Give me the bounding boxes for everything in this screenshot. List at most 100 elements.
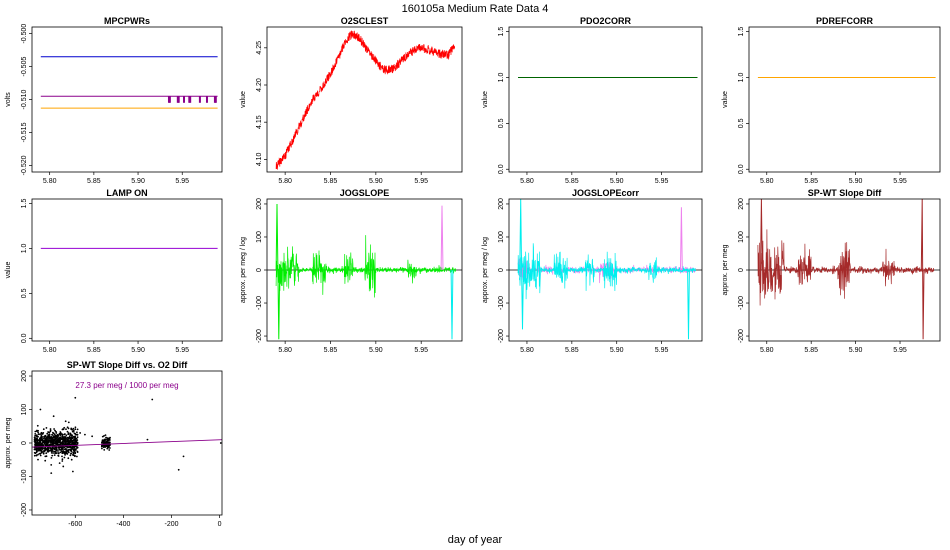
scatter-point <box>58 446 60 449</box>
x-tick-label: 5.85 <box>804 347 818 354</box>
x-tick-label: 5.90 <box>849 347 863 354</box>
y-axis-label: value <box>240 91 247 108</box>
scatter-point <box>71 440 74 443</box>
scatter-point <box>65 434 68 437</box>
plot-area <box>267 203 462 340</box>
x-tick-label: 5.85 <box>87 347 101 354</box>
scatter-point <box>47 441 50 444</box>
x-tick-label: 5.90 <box>610 347 624 354</box>
scatter-point <box>61 433 64 436</box>
x-tick-label: 5.90 <box>131 178 145 185</box>
scatter-point <box>70 434 73 437</box>
scatter-point <box>101 440 104 443</box>
y-tick-label: 4.25 <box>256 41 263 55</box>
scatter-point <box>33 440 36 442</box>
scatter-point <box>66 426 69 429</box>
x-tick-label: 5.95 <box>655 347 669 354</box>
scatter-point <box>63 448 66 451</box>
scatter-point <box>67 440 70 442</box>
scatter-point <box>65 440 67 442</box>
panel-lampon: LAMP ON value 5.80 5.85 5.90 5.95 0.0 0.5 1.0 1.5 <box>5 188 223 354</box>
scatter-point <box>57 452 60 455</box>
scatter-point <box>37 453 39 456</box>
scatter-point <box>39 454 42 457</box>
scatter-point <box>58 462 61 464</box>
scatter-point <box>59 431 62 433</box>
scatter-point <box>45 427 48 429</box>
scatter-point <box>76 455 78 458</box>
scatter-point <box>34 433 37 435</box>
y-tick-label: 0.0 <box>498 164 505 174</box>
y-tick-label: -100 <box>498 296 505 310</box>
x-tick-label: 5.95 <box>175 347 189 354</box>
panels: MPCPWRs volts 5.80 5.85 5.90 5.95 -0.520 -0.515… <box>5 16 941 528</box>
y-tick-label: -0.515 <box>21 122 28 142</box>
y-axis-label: approx. per meg <box>722 244 729 295</box>
scatter-point <box>41 439 44 442</box>
scatter-point <box>40 437 43 440</box>
scatter-point <box>74 426 77 429</box>
scatter-point <box>43 449 45 452</box>
scatter-point <box>35 448 37 451</box>
scatter-point <box>35 451 38 454</box>
scatter-point <box>67 441 70 444</box>
x-tick-label: -400 <box>116 521 130 528</box>
series-line-3 <box>680 207 683 271</box>
scatter-point <box>49 429 52 432</box>
scatter-point <box>54 436 56 439</box>
x-tick-label: 5.80 <box>520 178 534 185</box>
scatter-point <box>108 449 111 451</box>
scatter-point <box>55 442 58 445</box>
plot-frame <box>508 198 703 342</box>
y-tick-label: 4.20 <box>256 78 263 92</box>
scatter-point <box>57 443 60 446</box>
scatter-point <box>76 451 79 453</box>
scatter-point <box>60 450 63 453</box>
scatter-point <box>52 439 55 441</box>
series-line-2 <box>450 269 454 340</box>
scatter-point <box>63 426 66 429</box>
scatter-point <box>61 435 64 437</box>
plot-area <box>749 199 940 340</box>
panel-mpcpwrs: MPCPWRs volts 5.80 5.85 5.90 5.95 -0.520 -0.515… <box>5 16 223 185</box>
panel-title: LAMP ON <box>106 188 147 198</box>
scatter-point <box>76 434 78 436</box>
scatter-point <box>69 438 71 440</box>
y-tick-label: -100 <box>738 296 745 310</box>
scatter-point <box>56 443 58 446</box>
x-tick-label: 5.95 <box>893 178 907 185</box>
fit-annotation: 27.3 per meg / 1000 per meg <box>75 381 178 390</box>
scatter-point <box>33 454 36 457</box>
panel-title: O2SCLEST <box>341 16 389 26</box>
scatter-point <box>66 449 68 452</box>
scatter-point <box>39 408 42 411</box>
panel-title: MPCPWRs <box>104 16 150 26</box>
scatter-point <box>37 435 39 438</box>
y-tick-label: 1.0 <box>738 73 745 83</box>
scatter-point <box>72 451 74 454</box>
scatter-point <box>50 441 53 444</box>
scatter-point <box>61 455 63 458</box>
plot-area <box>40 56 218 109</box>
scatter-point <box>52 447 55 450</box>
x-tick-label: 5.85 <box>804 178 818 185</box>
scatter-point <box>36 430 38 433</box>
scatter-point <box>64 452 67 455</box>
series-line-1 <box>440 205 444 271</box>
scatter-point <box>76 431 78 434</box>
scatter-point <box>104 434 107 436</box>
x-tick-label: 5.85 <box>324 347 338 354</box>
y-tick-label: 200 <box>256 198 263 210</box>
panel-o2sclest: O2SCLEST value 5.80 5.85 5.90 5.95 4.10 4.15 4.2… <box>240 16 463 185</box>
fit-line <box>32 439 222 448</box>
scatter-point <box>34 436 36 439</box>
plot-frame <box>31 26 223 173</box>
scatter-point <box>68 448 71 451</box>
series-line-0 <box>275 29 456 170</box>
scatter-point <box>45 439 47 442</box>
plot-frame <box>31 198 223 342</box>
scatter-point <box>68 435 71 438</box>
scatter-point <box>55 439 58 442</box>
scatter-point <box>70 452 73 455</box>
